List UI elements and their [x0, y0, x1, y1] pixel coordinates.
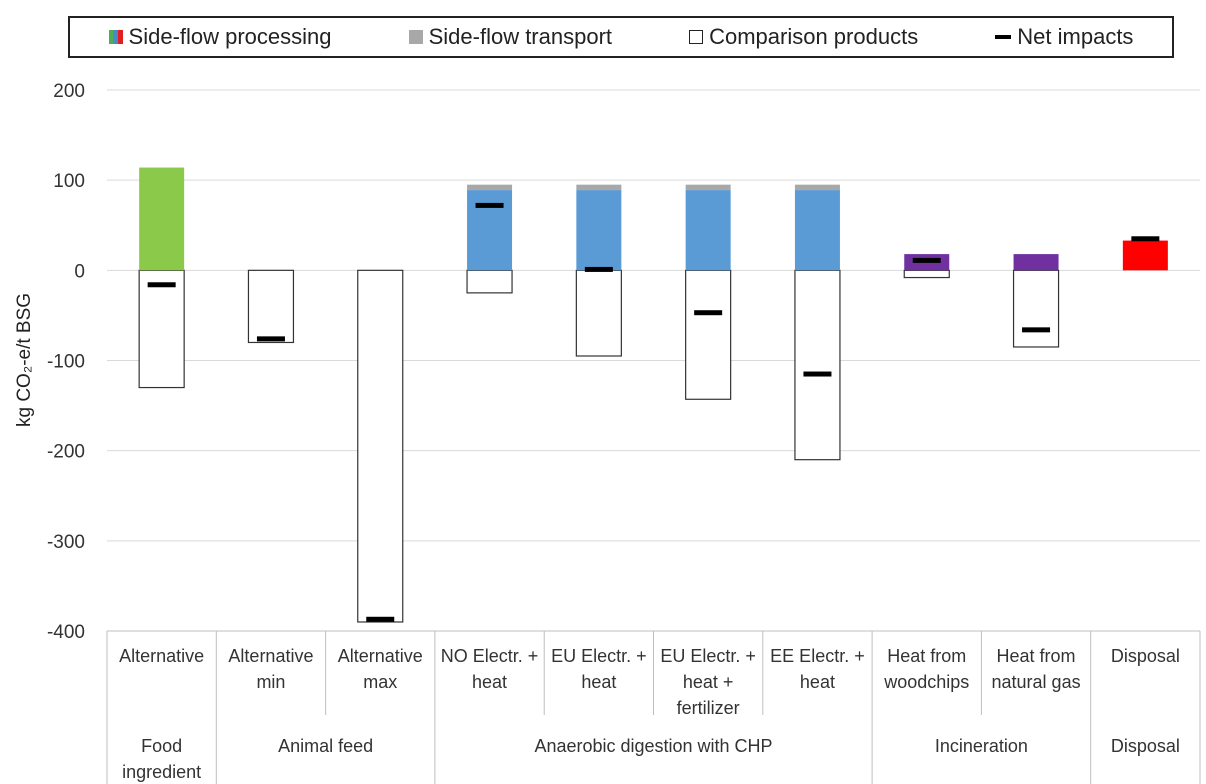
processing-bar	[576, 190, 622, 271]
x-category-label: Disposal	[1111, 646, 1180, 666]
x-category-label: EE Electr. +	[770, 646, 865, 666]
comparison-bar	[685, 269, 732, 400]
x-category-label: fertilizer	[677, 698, 740, 718]
y-tick-label: 100	[53, 171, 85, 192]
x-category-label: min	[256, 672, 285, 692]
y-axis-label: kg CO₂-e/t BSG	[14, 293, 35, 427]
comparison-bar	[138, 269, 185, 389]
legend-item-net: Net impacts	[995, 24, 1133, 50]
legend-label-comparison: Comparison products	[709, 24, 919, 49]
processing-bar	[794, 190, 840, 271]
x-category-label: heat	[800, 672, 835, 692]
legend-label-processing: Side-flow processing	[128, 24, 332, 49]
comparison-bar	[794, 269, 841, 461]
x-group-label: Anaerobic digestion with CHP	[534, 736, 772, 756]
processing-bar	[685, 190, 731, 271]
processing-bar	[1122, 240, 1168, 271]
legend-label-transport: Side-flow transport	[428, 24, 613, 49]
x-group-label: Incineration	[935, 736, 1028, 756]
x-category-label: heat	[581, 672, 616, 692]
y-tick-label: 0	[74, 261, 85, 282]
net-impact-marker	[694, 310, 723, 316]
y-tick-label: -100	[47, 352, 85, 373]
x-category-label: max	[363, 672, 397, 692]
net-impact-marker	[1022, 327, 1051, 333]
comparison-bar	[357, 269, 404, 623]
y-tick-label: 200	[53, 81, 85, 102]
x-category-label: natural gas	[992, 672, 1081, 692]
legend-item-comparison: Comparison products	[689, 24, 918, 50]
x-category-label: Alternative	[119, 646, 204, 666]
legend-swatch-processing	[108, 30, 123, 44]
legend-swatch-transport	[408, 30, 423, 44]
legend-item-transport: Side-flow transport	[408, 24, 613, 50]
comparison-bar	[1012, 269, 1060, 348]
y-tick-label: -300	[47, 532, 85, 553]
processing-bar	[1013, 254, 1059, 271]
processing-bar	[139, 167, 185, 271]
x-group-label: Animal feed	[278, 736, 373, 756]
processing-bar	[467, 190, 513, 271]
x-category-label: heat +	[683, 672, 734, 692]
net-impact-marker	[584, 266, 613, 272]
legend-swatch-net	[995, 35, 1012, 39]
legend-label-net: Net impacts	[1017, 24, 1134, 49]
comparison-bar	[903, 269, 950, 279]
x-category-label: heat	[472, 672, 507, 692]
x-category-label: Alternative	[338, 646, 423, 666]
net-impact-marker	[475, 202, 504, 208]
net-impact-marker	[1131, 236, 1160, 242]
x-category-label: EU Electr. +	[660, 646, 756, 666]
x-category-label: Alternative	[228, 646, 313, 666]
transport-bar	[685, 184, 731, 191]
net-impact-marker	[912, 257, 941, 263]
comparison-bar	[575, 269, 622, 357]
comparison-bar	[247, 269, 295, 344]
transport-bar	[794, 184, 840, 191]
legend-item-processing: Side-flow processing	[108, 24, 332, 50]
x-category-label: NO Electr. +	[441, 646, 539, 666]
net-impact-marker	[366, 616, 395, 622]
x-group-label: Disposal	[1111, 736, 1180, 756]
y-tick-label: -400	[47, 622, 85, 643]
y-tick-label: -200	[47, 442, 85, 463]
transport-bar	[467, 184, 513, 191]
net-impact-marker	[803, 371, 832, 377]
net-impact-marker	[256, 336, 285, 342]
comparison-bar	[466, 269, 513, 294]
x-group-label: Food	[141, 736, 182, 756]
x-group-label: ingredient	[122, 762, 201, 782]
transport-bar	[576, 184, 622, 191]
x-category-label: Heat from	[997, 646, 1076, 666]
net-impact-marker	[147, 282, 176, 288]
x-category-label: EU Electr. +	[551, 646, 647, 666]
x-category-label: woodchips	[883, 672, 969, 692]
x-category-label: Heat from	[887, 646, 966, 666]
legend-swatch-comparison	[689, 30, 704, 44]
legend: Side-flow processing Side-flow transport…	[68, 16, 1174, 58]
